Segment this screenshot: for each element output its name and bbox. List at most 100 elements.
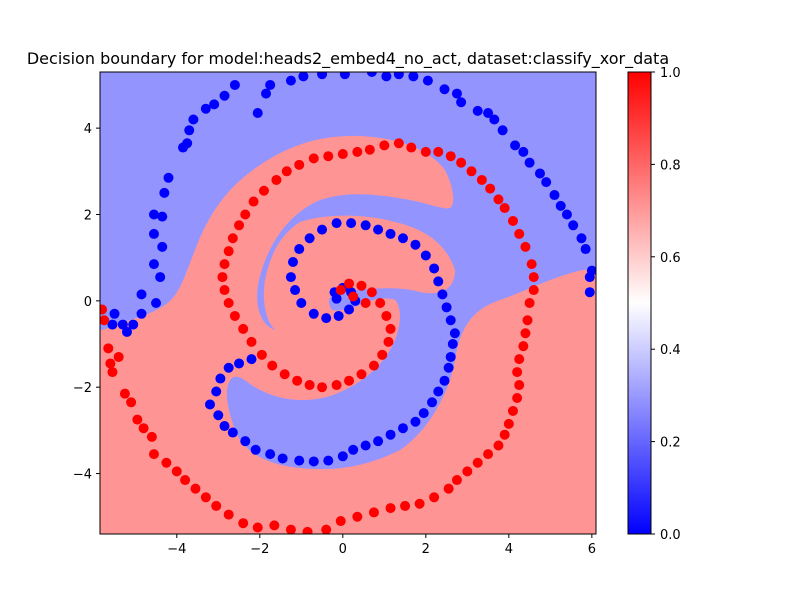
data-point: [209, 99, 220, 110]
data-point: [148, 449, 159, 460]
data-point: [335, 516, 346, 527]
data-point: [331, 218, 342, 229]
data-point: [534, 168, 545, 179]
data-point: [252, 108, 263, 119]
data-point: [451, 475, 462, 486]
data-point: [148, 209, 159, 220]
data-point: [217, 272, 228, 283]
data-point: [443, 362, 454, 373]
data-point: [159, 187, 170, 198]
data-point: [580, 244, 591, 255]
data-point: [368, 507, 379, 518]
data-point: [364, 144, 375, 155]
data-point: [437, 289, 448, 300]
data-point: [526, 259, 537, 270]
data-point: [397, 233, 408, 244]
data-point: [385, 503, 396, 514]
data-point: [304, 380, 315, 391]
y-tick-label: −4: [73, 468, 92, 483]
data-point: [510, 140, 521, 151]
data-point: [420, 250, 431, 261]
data-point: [524, 157, 535, 168]
data-point: [429, 492, 440, 503]
data-point: [337, 149, 348, 160]
data-point: [356, 280, 367, 291]
data-point: [157, 211, 168, 222]
data-point: [182, 138, 193, 149]
data-point: [281, 166, 292, 177]
data-point: [337, 451, 348, 462]
data-point: [503, 418, 514, 429]
data-point: [304, 233, 315, 244]
data-point: [157, 241, 168, 252]
data-point: [333, 310, 344, 321]
data-point: [447, 339, 458, 350]
data-point: [524, 298, 535, 308]
data-point: [234, 220, 245, 231]
data-point: [211, 386, 222, 397]
data-point: [302, 526, 313, 534]
data-point: [200, 492, 211, 503]
x-tick-label: 4: [505, 542, 513, 557]
data-point: [385, 323, 396, 334]
data-point: [514, 228, 525, 239]
data-point: [107, 367, 118, 378]
data-point: [234, 358, 245, 369]
plot-area: [99, 71, 597, 535]
data-point: [518, 146, 529, 157]
data-point: [100, 304, 108, 315]
data-point: [584, 272, 595, 283]
data-point: [366, 72, 377, 77]
data-point: [265, 79, 276, 90]
chart-title: Decision boundary for model:heads2_embed…: [27, 49, 669, 69]
data-point: [227, 233, 238, 244]
data-point: [400, 500, 411, 511]
data-point: [138, 423, 149, 434]
data-point: [366, 287, 377, 298]
data-point: [379, 140, 390, 151]
data-point: [171, 466, 182, 477]
data-point: [240, 209, 251, 220]
y-tick-label: −2: [73, 381, 92, 396]
data-point: [397, 423, 408, 434]
data-point: [240, 436, 251, 447]
data-point: [267, 360, 278, 371]
data-point: [331, 380, 342, 391]
data-point: [308, 308, 319, 319]
data-point: [290, 285, 301, 296]
y-tick-label: 4: [84, 122, 92, 137]
data-point: [499, 429, 510, 440]
data-point: [128, 319, 139, 330]
colorbar-tick-label: 0.8: [660, 158, 681, 173]
data-point: [360, 220, 371, 231]
data-point: [331, 293, 342, 304]
data-point: [246, 336, 257, 347]
data-point: [406, 142, 417, 153]
data-point: [528, 285, 539, 296]
data-point: [514, 354, 525, 365]
colorbar-tick-label: 0.6: [660, 251, 681, 266]
data-point: [229, 310, 240, 321]
data-point: [445, 315, 456, 326]
data-point: [256, 349, 267, 360]
data-point: [292, 375, 303, 386]
data-point: [346, 218, 357, 229]
data-point: [258, 185, 269, 196]
data-point: [555, 200, 566, 211]
data-point: [335, 285, 346, 296]
data-point: [576, 233, 587, 244]
data-point: [422, 75, 433, 86]
colorbar-tick-label: 1.0: [660, 66, 681, 81]
data-point: [252, 522, 263, 533]
data-point: [308, 153, 319, 164]
data-point: [285, 75, 296, 86]
data-point: [119, 388, 130, 399]
colorbar-axis: 0.0 0.2 0.4 0.6 0.8 1.0: [651, 66, 681, 543]
data-point: [549, 190, 560, 201]
data-point: [339, 72, 350, 80]
data-point: [466, 166, 477, 177]
data-point: [356, 369, 367, 380]
data-point: [451, 88, 462, 99]
data-point: [507, 215, 518, 226]
data-point: [456, 157, 467, 168]
